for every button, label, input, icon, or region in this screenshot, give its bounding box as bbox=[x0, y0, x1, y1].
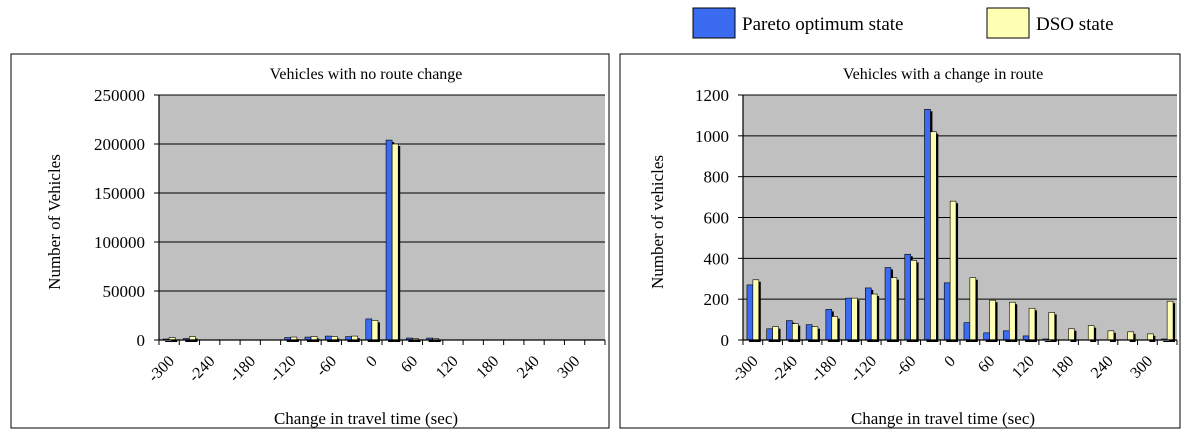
bar-pareto bbox=[865, 287, 872, 341]
bar-dso bbox=[1107, 330, 1115, 341]
bar-dso bbox=[969, 277, 977, 341]
chart-right-ylabel: Number of vehicles bbox=[648, 155, 667, 289]
bar-pareto bbox=[983, 332, 990, 341]
bar-pareto bbox=[963, 322, 971, 341]
bar-shadow bbox=[171, 339, 178, 342]
y-tick-label: 1200 bbox=[695, 86, 729, 105]
bar-dso bbox=[371, 320, 379, 341]
bar-pareto bbox=[385, 139, 393, 341]
bar-pareto bbox=[825, 309, 833, 341]
bar-dso bbox=[772, 326, 779, 341]
bar-dso bbox=[1009, 301, 1016, 341]
legend-swatch-pareto bbox=[692, 7, 736, 39]
bar-shadow bbox=[165, 341, 172, 342]
y-tick-label: 200000 bbox=[94, 135, 145, 154]
bar-dso bbox=[1147, 333, 1154, 341]
bar-shadow bbox=[185, 340, 192, 342]
plot-area bbox=[159, 95, 605, 340]
bar-pareto bbox=[943, 282, 951, 341]
y-tick-label: 200 bbox=[704, 290, 730, 309]
bar-dso bbox=[989, 299, 996, 341]
y-tick-label: 0 bbox=[137, 331, 146, 350]
bar-pareto bbox=[766, 328, 773, 341]
bar-pareto bbox=[746, 284, 754, 341]
chart-left-xlabel: Change in travel time (sec) bbox=[274, 409, 458, 428]
bar-shadow bbox=[1163, 340, 1170, 342]
chart-right-xlabel: Change in travel time (sec) bbox=[851, 409, 1035, 428]
bar-dso bbox=[870, 293, 878, 341]
y-tick-label: 250000 bbox=[94, 86, 145, 105]
legend: Pareto optimum state DSO state bbox=[692, 7, 1114, 39]
bar-dso bbox=[890, 277, 898, 341]
y-tick-label: 100000 bbox=[94, 233, 145, 252]
y-tick-label: 150000 bbox=[94, 184, 145, 203]
bar-pareto bbox=[365, 318, 373, 341]
bar-pareto bbox=[904, 253, 911, 341]
bar-dso bbox=[949, 200, 957, 341]
bar-pareto bbox=[884, 267, 892, 341]
bar-dso bbox=[752, 279, 760, 341]
bar-shadow bbox=[408, 340, 415, 342]
bar-dso bbox=[1127, 331, 1134, 341]
chart-right-title: Vehicles with a change in route bbox=[843, 66, 1043, 83]
bar-shadow bbox=[428, 340, 435, 342]
bar-dso bbox=[930, 131, 937, 341]
bar-dso bbox=[1048, 312, 1055, 341]
bar-pareto bbox=[805, 324, 813, 341]
bar-shadow bbox=[1044, 340, 1051, 342]
y-tick-label: 800 bbox=[704, 168, 730, 187]
y-tick-label: 1000 bbox=[695, 127, 729, 146]
bar-dso bbox=[1087, 325, 1095, 341]
bar-dso bbox=[391, 143, 399, 341]
bar-dso bbox=[831, 316, 838, 341]
bar-pareto bbox=[786, 320, 793, 341]
bar-pareto bbox=[924, 108, 931, 341]
bar-dso bbox=[1068, 328, 1075, 341]
y-tick-label: 50000 bbox=[103, 282, 146, 301]
bar-shadow bbox=[434, 340, 441, 342]
bar-dso bbox=[1166, 300, 1174, 341]
bar-pareto bbox=[845, 297, 852, 341]
bar-dso bbox=[792, 323, 799, 341]
bar-shadow bbox=[286, 339, 293, 342]
bar-dso bbox=[811, 326, 819, 341]
legend-swatch-dso bbox=[986, 7, 1030, 39]
bar-dso bbox=[851, 297, 858, 341]
chart-left-ylabel: Number of Vehicles bbox=[45, 154, 64, 290]
bar-shadow bbox=[414, 340, 421, 342]
bar-pareto bbox=[1022, 335, 1030, 341]
y-tick-label: 400 bbox=[704, 249, 730, 268]
legend-label-dso: DSO state bbox=[1036, 14, 1114, 35]
y-tick-label: 0 bbox=[721, 331, 730, 350]
bar-dso bbox=[1028, 308, 1036, 341]
y-tick-label: 600 bbox=[704, 209, 730, 228]
bar-dso bbox=[910, 260, 917, 341]
bar-pareto bbox=[1003, 330, 1010, 341]
legend-label-pareto: Pareto optimum state bbox=[742, 14, 903, 35]
chart-left-title: Vehicles with no route change bbox=[270, 66, 463, 83]
